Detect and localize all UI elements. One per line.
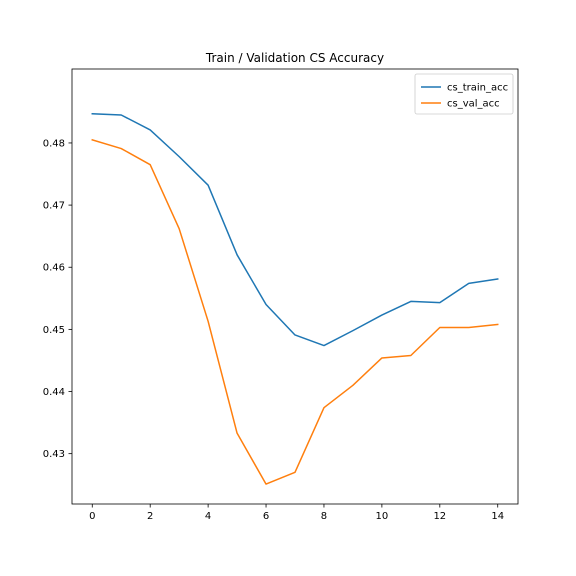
legend-label: cs_val_acc (447, 99, 500, 110)
x-tick-label: 10 (376, 511, 389, 522)
chart-title: Train / Validation CS Accuracy (205, 51, 384, 65)
series-line-cs_val_acc (91, 138, 499, 485)
series-line-cs_train_acc (91, 112, 499, 347)
series-group (91, 112, 499, 485)
plot-frame (71, 68, 519, 505)
y-tick-label: 0.46 (43, 263, 65, 274)
y-tick-label: 0.43 (43, 449, 65, 460)
x-tick-label: 14 (491, 511, 504, 522)
legend-box (414, 73, 514, 115)
x-tick-label: 12 (433, 511, 446, 522)
x-tick-label: 6 (263, 511, 269, 522)
x-tick-label: 8 (321, 511, 327, 522)
x-tick-label: 0 (89, 511, 95, 522)
y-tick-label: 0.47 (43, 201, 65, 212)
x-tick-label: 4 (205, 511, 211, 522)
y-tick-label: 0.44 (43, 387, 65, 398)
y-tick-label: 0.48 (43, 138, 65, 149)
y-tick-label: 0.45 (43, 325, 65, 336)
legend: cs_train_acc cs_val_acc (414, 73, 514, 115)
axes: 0 2 4 6 8 10 12 14 0.43 0.44 0.45 0.46 0.47 0.48 (43, 68, 519, 522)
legend-label: cs_train_acc (447, 83, 508, 94)
x-tick-label: 2 (147, 511, 153, 522)
